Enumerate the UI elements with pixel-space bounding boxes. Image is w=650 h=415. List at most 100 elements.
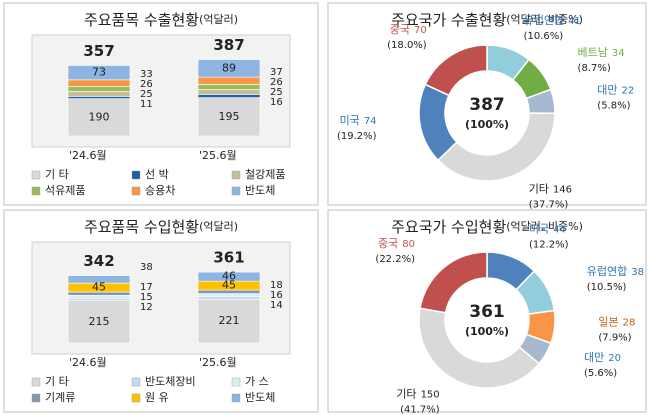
- subtitle-text: (억달러, 비중%): [506, 220, 583, 233]
- subtitle-text: (억달러, 비중%): [506, 13, 583, 26]
- bar-value-label: 18: [270, 280, 283, 291]
- legend-swatch: [231, 186, 241, 196]
- bar-segment: [197, 94, 261, 98]
- bar-segment: [67, 297, 131, 301]
- bar-total-label: 387: [213, 36, 244, 54]
- title-text: 주요국가 수출현황: [391, 11, 506, 29]
- bar-segment: [197, 296, 261, 300]
- bar-segment: [197, 271, 261, 282]
- share-label: (10.6%): [524, 31, 564, 42]
- bar-segment: [67, 65, 131, 81]
- bar-value-label: 25: [140, 89, 153, 100]
- legend-swatch: [31, 393, 41, 403]
- x-tick-label: '25.6월: [199, 356, 237, 369]
- bar-value-label: 46: [222, 270, 236, 283]
- legend-swatch: [131, 377, 141, 387]
- donut-segment: [418, 307, 541, 389]
- category-name: 중국: [378, 237, 398, 250]
- share-label: (18.0%): [387, 40, 427, 51]
- category-name: 기타: [529, 183, 549, 196]
- bar-value-label: 45: [222, 279, 236, 292]
- bar-value-label: 17: [140, 282, 153, 293]
- category-value: 150: [421, 390, 440, 401]
- center-total: 387: [469, 95, 505, 115]
- bar-value-label: 38: [140, 262, 153, 273]
- legend-label: 기계류: [45, 391, 75, 404]
- bar-segment: [67, 275, 131, 284]
- bar-value-label: 33: [140, 69, 153, 80]
- bar-value-label: 190: [89, 110, 110, 123]
- bar-segment: [67, 79, 131, 87]
- legend-label: 승용차: [145, 184, 175, 197]
- bar-segment: [197, 299, 261, 344]
- category-value: 70: [414, 25, 427, 36]
- legend-label: 석유제품: [45, 184, 85, 197]
- category-value: 44: [553, 225, 566, 236]
- donut-label: 중국 80: [378, 237, 415, 250]
- category-value: 80: [402, 239, 415, 250]
- legend-swatch: [131, 186, 141, 196]
- category-value: 38: [631, 267, 644, 278]
- bar-value-label: 45: [92, 281, 106, 294]
- donut-segment: [424, 44, 488, 97]
- donut-label: 기타 150: [396, 388, 439, 401]
- x-tick-label: '25.6월: [199, 149, 237, 162]
- bar-value-label: 12: [140, 302, 153, 313]
- share-label: (12.2%): [529, 240, 569, 251]
- legend-swatch: [131, 393, 141, 403]
- bar-segment: [197, 293, 261, 298]
- donut-label: 유럽연합 38: [587, 264, 644, 278]
- bar-value-label: 215: [89, 315, 110, 328]
- bar-segment: [197, 76, 261, 85]
- bar-segment: [197, 89, 261, 95]
- legend-label: 기 타: [45, 168, 69, 181]
- legend-label: 반도체장비: [145, 375, 196, 388]
- legend-label: 철강제품: [245, 168, 285, 181]
- donut-label: 미국 44: [529, 223, 566, 236]
- bar-segment: [197, 97, 261, 137]
- category-name: 대만: [584, 351, 604, 364]
- panel-title: 주요국가 수출현황(억달러, 비중%): [391, 11, 583, 29]
- bar-value-label: 26: [140, 79, 153, 90]
- panel-title: 주요품목 수입현황(억달러): [84, 218, 238, 236]
- bar-value-label: 11: [140, 99, 153, 110]
- category-value: 34: [612, 48, 625, 59]
- subtitle-text: (억달러): [199, 13, 238, 26]
- category-name: 중국: [390, 23, 410, 36]
- share-label: (8.7%): [578, 63, 611, 74]
- legend-swatch: [31, 186, 41, 196]
- bar-value-label: 195: [219, 110, 240, 123]
- donut-label: 대만 22: [597, 83, 634, 96]
- bar-value-label: 15: [140, 292, 153, 303]
- bar-total-label: 357: [83, 42, 114, 60]
- donut-segment: [436, 112, 556, 182]
- category-value: 20: [608, 353, 621, 364]
- subtitle-text: (억달러): [199, 220, 238, 233]
- category-value: 28: [623, 317, 636, 328]
- share-label: (41.7%): [400, 405, 440, 415]
- donut-label: 미국 74: [340, 114, 377, 127]
- legend-label: 가 스: [245, 375, 269, 388]
- bar-segment: [67, 300, 131, 344]
- legend-label: 원 유: [145, 391, 169, 404]
- category-value: 74: [364, 116, 377, 127]
- x-tick-label: '24.6월: [69, 356, 107, 369]
- category-name: 미국: [529, 223, 549, 236]
- bar-total-label: 342: [83, 252, 114, 270]
- bar-value-label: 37: [270, 67, 283, 78]
- panel-title: 주요품목 수출현황(억달러): [84, 11, 238, 29]
- bar-value-label: 14: [270, 300, 283, 311]
- title-text: 주요품목 수입현황: [84, 218, 199, 236]
- legend-swatch: [231, 377, 241, 387]
- category-name: 대만: [597, 83, 617, 96]
- share-label: (7.9%): [598, 332, 631, 343]
- center-share: (100%): [465, 118, 509, 131]
- legend-label: 반도체: [245, 391, 275, 404]
- category-name: 기타: [396, 388, 416, 401]
- category-name: 유럽연합: [524, 13, 564, 27]
- legend-label: 반도체: [245, 184, 275, 197]
- bar-total-label: 361: [213, 249, 244, 267]
- bar-segment: [67, 86, 131, 92]
- bar-segment: [197, 59, 261, 78]
